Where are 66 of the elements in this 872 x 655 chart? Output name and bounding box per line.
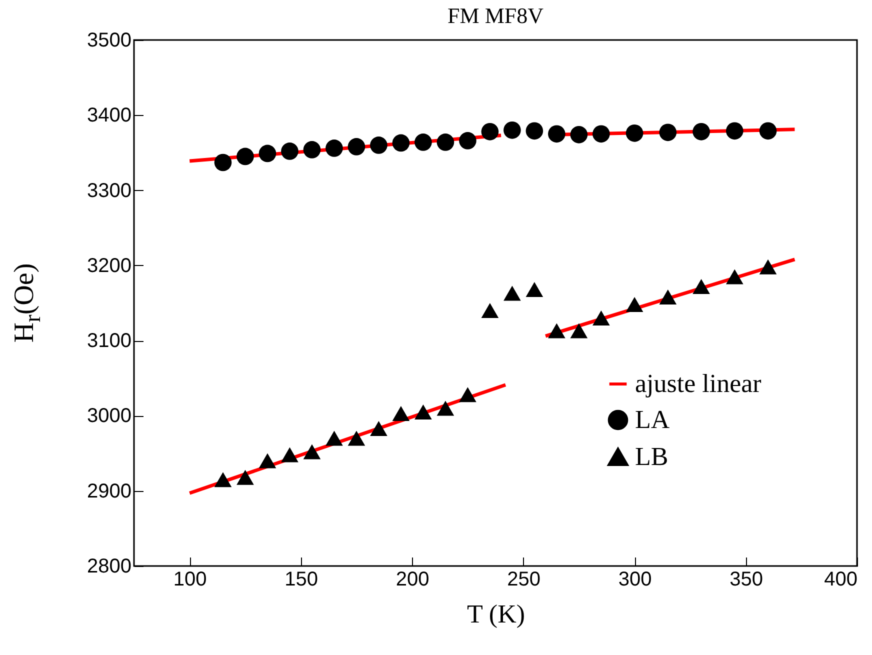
point: [236, 470, 254, 485]
x-axis-title: T (K): [466, 600, 526, 628]
point: [303, 444, 321, 460]
point: [370, 420, 388, 436]
point: [214, 154, 232, 172]
point: [726, 269, 744, 284]
point: [626, 297, 644, 312]
point: [504, 122, 521, 139]
y-tick-label: 3400: [87, 104, 132, 127]
legend-label: LB: [635, 442, 668, 471]
point: [281, 447, 298, 462]
y-tick-label: 2800: [87, 556, 132, 578]
point: [570, 126, 588, 144]
x-tick-label: 100: [173, 568, 207, 590]
x-tick-label: 200: [396, 568, 430, 590]
point: [548, 323, 566, 338]
x-tick-label: 250: [507, 568, 540, 590]
point: [281, 142, 298, 160]
legend-label: ajuste linear: [635, 369, 762, 398]
point: [258, 453, 276, 468]
y-tick-label: 3300: [87, 180, 132, 202]
point: [392, 134, 410, 152]
point: [326, 140, 343, 157]
point: [692, 123, 710, 140]
x-tick-label: 400: [824, 568, 858, 590]
x-tick-label: 150: [284, 568, 318, 590]
point: [414, 134, 432, 151]
point: [326, 430, 343, 446]
point: [548, 125, 566, 143]
point: [526, 122, 544, 140]
y-tick-label: 2900: [87, 480, 132, 502]
point: [526, 282, 544, 297]
point: [436, 134, 454, 151]
point: [759, 259, 777, 274]
point: [348, 138, 366, 156]
point: [258, 144, 276, 162]
point: [592, 125, 610, 143]
point: [659, 124, 677, 142]
x-tick-label: 300: [618, 568, 652, 590]
point: [214, 472, 232, 488]
x-tick-label: 350: [730, 568, 763, 590]
point: [726, 122, 744, 140]
legend-label: LA: [635, 405, 670, 434]
point: [626, 124, 644, 142]
chart-title: FM MF8V: [448, 3, 544, 28]
point: [436, 400, 454, 416]
point: [481, 123, 499, 140]
point: [303, 141, 321, 158]
point: [692, 278, 710, 294]
point: [659, 289, 677, 304]
point: [392, 406, 410, 421]
point: [570, 323, 588, 338]
point: [504, 286, 521, 301]
point: [348, 430, 366, 446]
point: [236, 148, 254, 166]
point: [759, 122, 777, 140]
y-tick-label: 3200: [87, 254, 132, 277]
y-tick-label: 3100: [87, 330, 132, 352]
point: [459, 387, 476, 402]
point: [370, 136, 388, 154]
point: [592, 310, 610, 326]
point: [459, 132, 476, 150]
point: [414, 404, 432, 420]
y-tick-label: 3000: [87, 405, 132, 428]
y-tick-label: 3500: [87, 30, 132, 52]
point: [481, 303, 499, 318]
